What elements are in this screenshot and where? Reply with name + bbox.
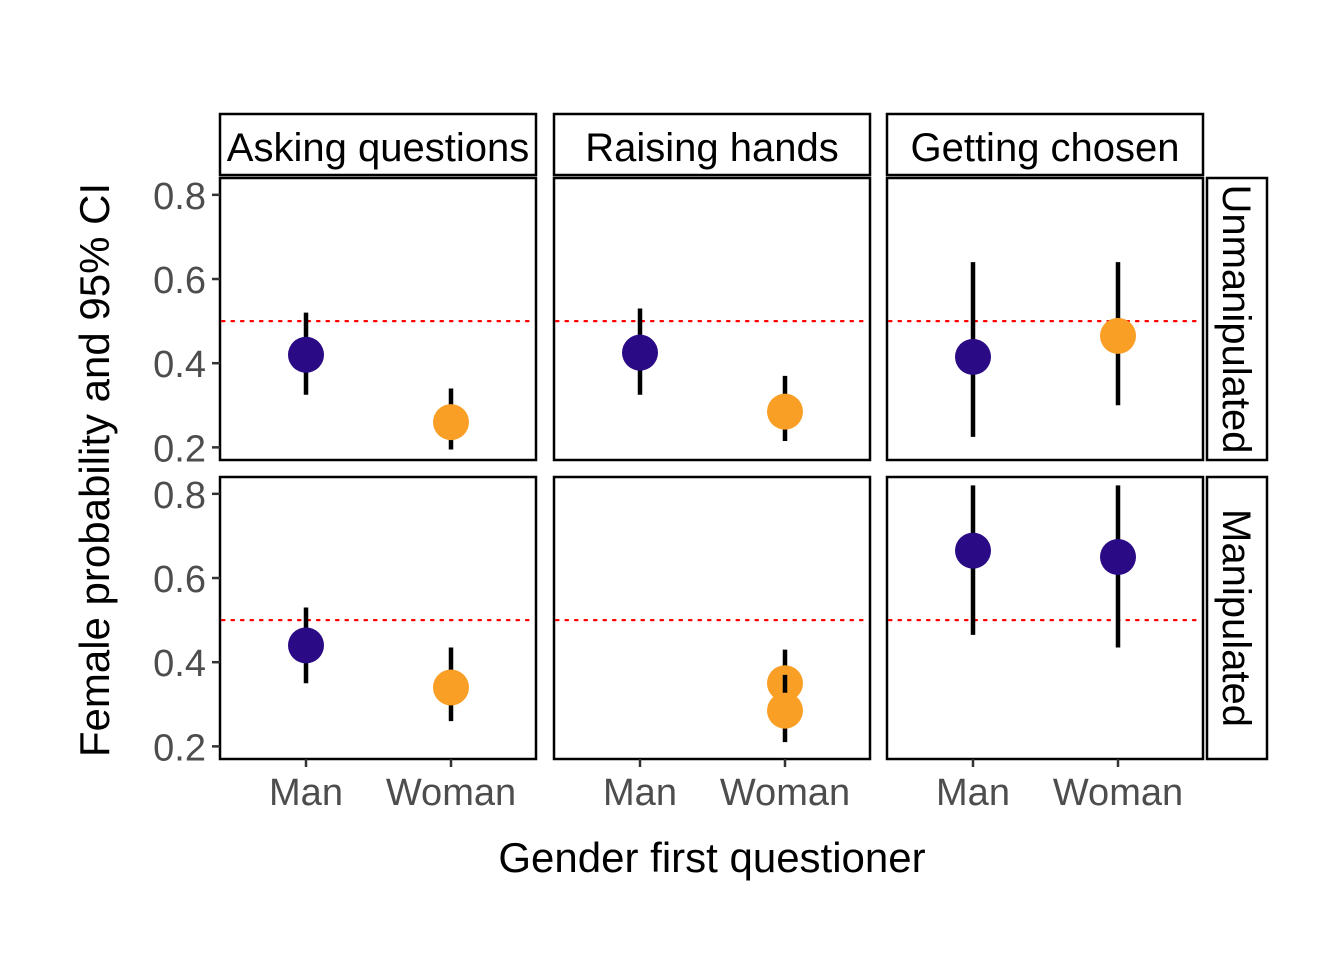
facet-panel xyxy=(218,176,538,462)
x-tick-label: Woman xyxy=(720,772,850,814)
y-tick-label: 0.6 xyxy=(153,559,206,601)
facet-strip-column xyxy=(885,112,1205,177)
x-axis-label: Gender first questioner xyxy=(498,834,925,881)
x-tick-label: Man xyxy=(269,772,343,814)
data-point xyxy=(1100,538,1136,575)
data-point xyxy=(288,627,324,664)
facet-panel xyxy=(885,176,1205,462)
data-point xyxy=(1100,317,1136,354)
panel-border xyxy=(552,475,872,761)
data-point xyxy=(622,334,658,371)
y-tick-label: 0.8 xyxy=(153,176,206,218)
y-tick-label: 0.6 xyxy=(153,260,206,302)
data-point xyxy=(433,404,469,441)
y-axis-label: Female probability and 95% CI xyxy=(71,183,118,757)
x-tick-label: Woman xyxy=(386,772,516,814)
x-tick-label: Man xyxy=(936,772,1010,814)
facet-strip-row xyxy=(1205,176,1269,462)
data-point xyxy=(288,336,324,373)
panel-border xyxy=(218,176,538,462)
facet-panel xyxy=(552,475,872,761)
data-point xyxy=(955,532,991,569)
data-point xyxy=(955,338,991,375)
facet-strip-label: Asking questions xyxy=(227,126,529,170)
panel-border xyxy=(885,475,1205,761)
y-tick-label: 0.4 xyxy=(153,344,206,386)
data-point xyxy=(433,669,469,706)
data-point xyxy=(767,692,803,729)
facet-strip-column xyxy=(552,112,872,177)
y-tick-label: 0.4 xyxy=(153,643,206,685)
facet-strip-label: Getting chosen xyxy=(910,126,1179,170)
facet-strip-row xyxy=(1205,475,1269,761)
facet-strip-column xyxy=(218,112,538,177)
facet-panel xyxy=(218,475,538,761)
facet-strip-label: Raising hands xyxy=(585,126,839,170)
panel-border xyxy=(552,176,872,462)
facet-panel xyxy=(885,475,1205,761)
panel-border xyxy=(885,176,1205,462)
x-tick-label: Woman xyxy=(1053,772,1183,814)
facet-panel xyxy=(552,176,872,462)
y-tick-label: 0.8 xyxy=(153,475,206,517)
data-point xyxy=(767,393,803,430)
panel-border xyxy=(218,475,538,761)
y-tick-label: 0.2 xyxy=(153,428,206,470)
x-tick-label: Man xyxy=(603,772,677,814)
facet-strip-row-label: Manipulated xyxy=(1214,509,1258,727)
y-tick-label: 0.2 xyxy=(153,727,206,769)
facet-strip-row-label: Unmanipulated xyxy=(1214,184,1258,453)
